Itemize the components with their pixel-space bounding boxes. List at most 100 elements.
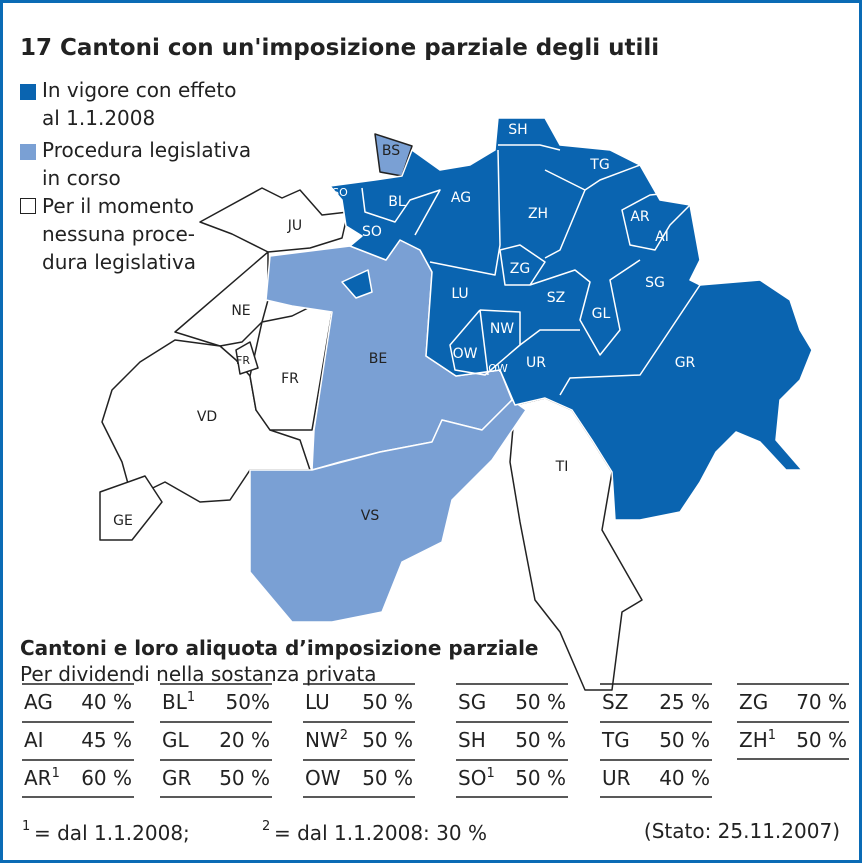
superscript: 1 (486, 766, 494, 781)
title: 17 Cantoni con un'imposizione parziale d… (20, 35, 659, 61)
cell-code: UR (602, 766, 631, 790)
canton-label: OW (453, 346, 478, 362)
canton-label: SO (362, 224, 382, 240)
cell-rate: 25 % (659, 690, 710, 714)
swatch-dark (20, 84, 36, 100)
canton-label: VD (197, 409, 217, 425)
canton-label: TI (555, 459, 569, 475)
canton-label: AG (451, 190, 471, 206)
border (529, 259, 641, 356)
code: AG (24, 690, 53, 714)
canton-dark-region (329, 117, 813, 521)
canton-label: SO (332, 186, 348, 199)
cell-code: ZH1 (739, 728, 776, 752)
border (621, 191, 696, 251)
border (429, 149, 501, 276)
canton-label: BL (388, 194, 406, 210)
canton-label: VS (361, 508, 380, 524)
canton-label: FR (236, 354, 250, 367)
cell-code: AI (24, 728, 44, 752)
cell-rate: 40 % (659, 766, 710, 790)
code: ZH (739, 728, 768, 752)
cell-code: ZG (739, 690, 768, 714)
cell-rate: 50 % (515, 728, 566, 752)
cell-code: SH (458, 728, 486, 752)
code: SO (458, 766, 486, 790)
canton-vs (249, 399, 527, 623)
code: BL (162, 690, 188, 714)
canton-label: AI (655, 229, 669, 245)
canton-label: SG (645, 275, 665, 291)
cell-rate: 50 % (659, 728, 710, 752)
cell-code: TG (601, 728, 630, 752)
table-subtitle: Per dividendi nella sostanza privata (20, 662, 377, 686)
cell-rate: 50% (226, 690, 270, 714)
canton-label: GR (675, 355, 696, 371)
border (479, 309, 489, 376)
code: OW (305, 766, 341, 790)
canton-label: GE (113, 513, 133, 529)
code: SZ (602, 690, 628, 714)
cell-code: SZ (602, 690, 628, 714)
canton-label: GL (592, 306, 611, 322)
code: TG (601, 728, 630, 752)
code: AI (24, 728, 44, 752)
code: ZG (739, 690, 768, 714)
border (519, 329, 580, 346)
canton-ge (99, 475, 163, 541)
canton-fr-enclave (235, 341, 259, 375)
legend-swatches (20, 84, 36, 214)
code: LU (305, 690, 330, 714)
legend-text: dura legislativa (42, 250, 196, 274)
legend-text: In vigore con effeto (42, 78, 236, 102)
cell-code: NW2 (305, 728, 348, 752)
cell-rate: 20 % (219, 728, 270, 752)
map (99, 117, 813, 691)
cell-rate: 70 % (796, 690, 847, 714)
code: SG (458, 690, 486, 714)
cell-rate: 50 % (219, 766, 270, 790)
cell-rate: 60 % (81, 766, 132, 790)
footnote-text: = dal 1.1.2008; (34, 821, 190, 845)
swatch-white (20, 198, 36, 214)
canton-label: AR (630, 209, 650, 225)
map-labels: SH BS TG SO BL AG JU ZH SO AR AI ZG SG LU SZ NE GL NW OW FR… (113, 122, 695, 529)
table: AG 40 %AI 45 %AR1 60 %BL1 50%GL 20 %GR 50 %LU 5… (22, 683, 849, 798)
cell-rate: 50 % (515, 690, 566, 714)
canton-label: ZH (528, 206, 548, 222)
cell-code: GR (162, 766, 191, 790)
cell-rate: 50 % (362, 690, 413, 714)
cell-code: SG (458, 690, 486, 714)
canton-vd (101, 339, 311, 503)
cell-rate: 40 % (81, 690, 132, 714)
canton-label: BE (369, 351, 387, 367)
code: GL (162, 728, 189, 752)
canton-label: UR (526, 355, 546, 371)
canton-label: NW (490, 321, 514, 337)
superscript: 1 (52, 766, 60, 781)
border (584, 164, 641, 191)
cell-code: GL (162, 728, 189, 752)
canton-label: JU (287, 218, 302, 234)
canton-label: FR (281, 371, 299, 387)
superscript: 2 (340, 728, 348, 743)
canton-so-part (341, 269, 373, 299)
superscript: 1 (768, 728, 776, 743)
legend-text: Per il momento (42, 194, 194, 218)
table-title: Cantoni e loro aliquota d’imposizione pa… (20, 636, 539, 660)
border (559, 284, 701, 396)
legend-text: in corso (42, 166, 121, 190)
cell-rate: 45 % (81, 728, 132, 752)
legend-text: Procedura legislativa (42, 138, 251, 162)
footnote-mark: 1 (22, 819, 30, 834)
footnote-mark: 2 (262, 819, 270, 834)
code: NW (305, 728, 340, 752)
superscript: 1 (187, 690, 195, 705)
cell-code: LU (305, 690, 330, 714)
canton-label: TG (589, 157, 609, 173)
cell-rate: 50 % (362, 766, 413, 790)
cell-code: BL1 (162, 690, 195, 714)
border (449, 309, 521, 376)
cell-code: SO1 (458, 766, 495, 790)
